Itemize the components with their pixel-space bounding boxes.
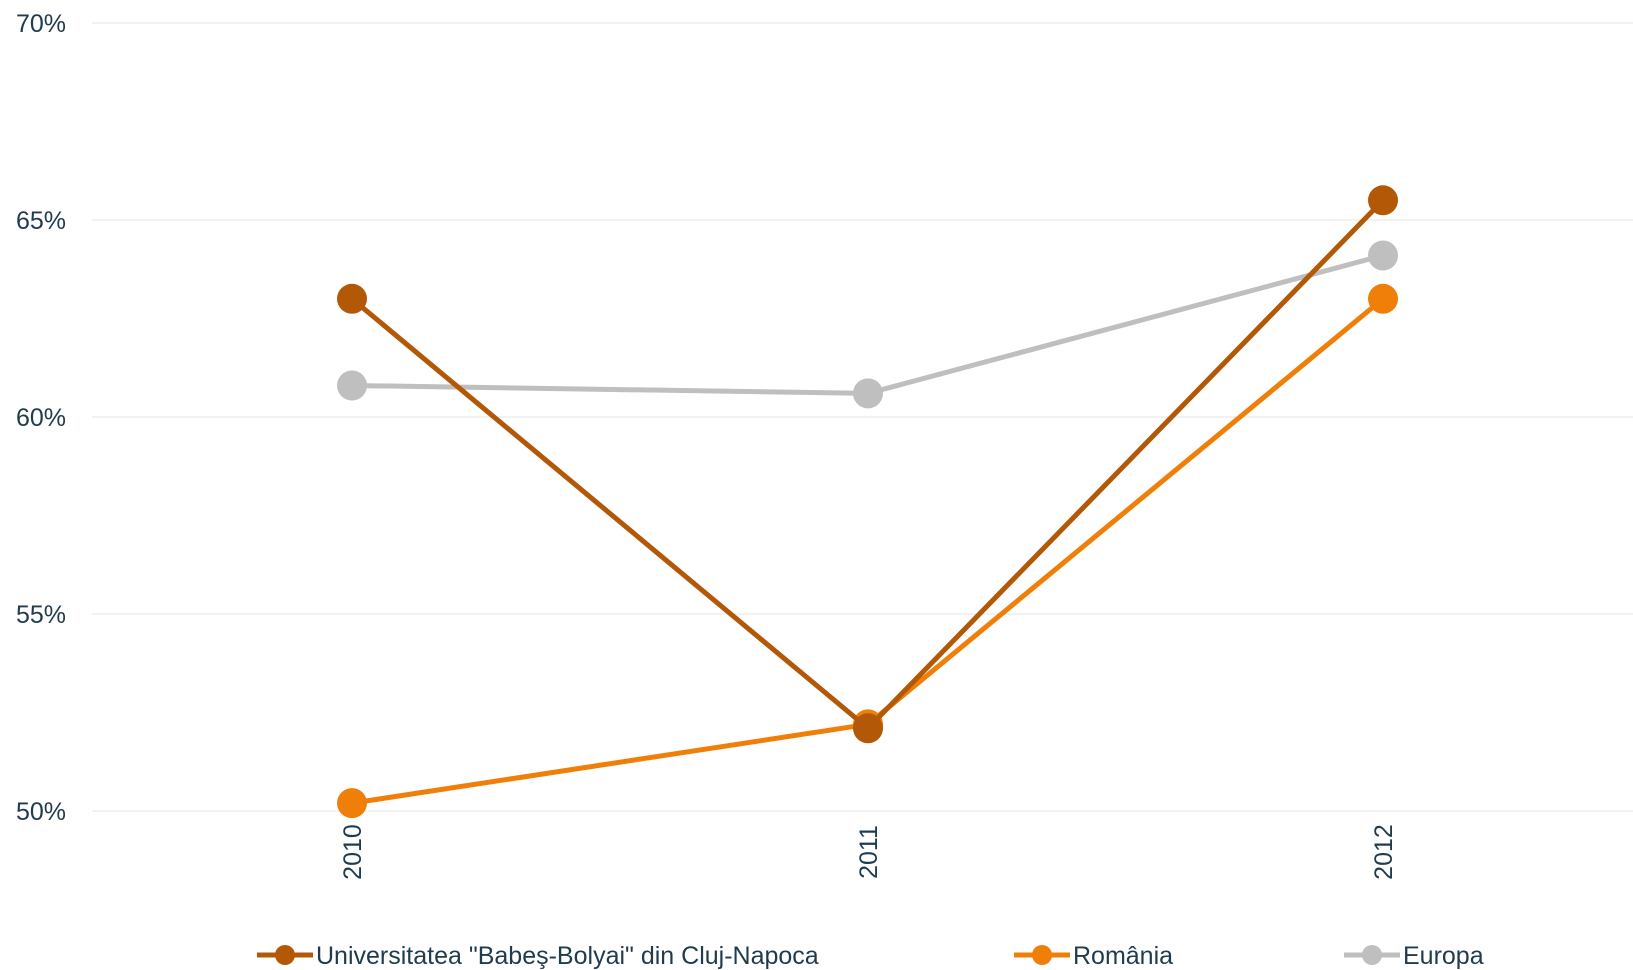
data-point (1368, 240, 1398, 271)
data-point (337, 283, 367, 314)
x-tick-label: 2012 (1370, 824, 1398, 880)
legend: Universitatea "Babeş-Bolyai" din Cluj-Na… (257, 942, 1484, 970)
x-tick-label: 2010 (339, 824, 367, 880)
series-0 (337, 185, 1398, 744)
y-tick-label: 50% (16, 798, 66, 826)
data-point (337, 370, 367, 401)
legend-item: Europa (1344, 942, 1484, 970)
y-axis: 50% 55% 60% 65% 70% (16, 10, 66, 826)
data-point (1368, 283, 1398, 314)
legend-marker (275, 945, 295, 965)
series-group (337, 185, 1398, 819)
legend-item: Universitatea "Babeş-Bolyai" din Cluj-Na… (257, 942, 819, 970)
gridlines (92, 22, 1633, 812)
legend-label: Universitatea "Babeş-Bolyai" din Cluj-Na… (316, 942, 819, 970)
series-2 (337, 240, 1398, 409)
series-line (349, 252, 1386, 396)
x-axis: 2010 2011 2012 (339, 824, 1398, 880)
data-point (337, 788, 367, 819)
data-point (853, 378, 883, 409)
series-line (349, 197, 1386, 731)
legend-label: România (1073, 942, 1173, 970)
y-tick-label: 60% (16, 404, 66, 432)
data-point (853, 713, 883, 744)
legend-marker (1362, 945, 1382, 965)
y-tick-label: 70% (16, 10, 66, 38)
legend-marker (1032, 945, 1052, 965)
legend-label: Europa (1403, 942, 1484, 970)
legend-item: România (1014, 942, 1173, 970)
data-point (1368, 185, 1398, 216)
x-tick-label: 2011 (855, 825, 883, 879)
y-tick-label: 65% (16, 207, 66, 235)
y-tick-label: 55% (16, 601, 66, 629)
